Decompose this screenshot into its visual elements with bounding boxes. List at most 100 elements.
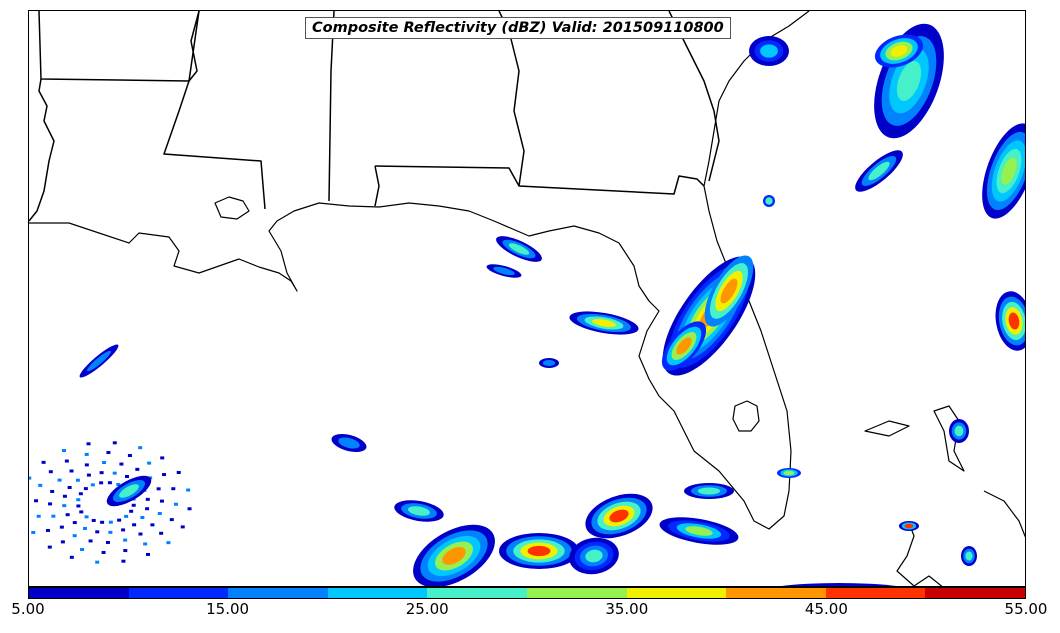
echo-cell [100, 520, 105, 524]
echo-cell [57, 478, 62, 482]
echo-cell [87, 350, 111, 372]
echo-cell [338, 437, 360, 449]
echo-cell [145, 497, 150, 501]
echo-cell [108, 520, 113, 524]
echo-cell [508, 243, 530, 255]
echo-cell [162, 473, 167, 477]
state-border-mississippi-alabama [188, 11, 200, 82]
echo-cell [685, 526, 713, 536]
colorbar-segment [228, 588, 328, 598]
echo-cell [123, 538, 128, 542]
echo-cell [36, 514, 41, 518]
echo-cell [119, 484, 139, 498]
echo-cell [47, 545, 52, 549]
echo-cell [105, 540, 110, 544]
echo-cell [84, 452, 89, 456]
colorbar-segment [327, 588, 428, 598]
echo-cell [29, 476, 32, 480]
echo-cell [72, 534, 77, 538]
echo-cell [781, 583, 897, 586]
echo-cell [69, 555, 74, 559]
echo-cell [107, 481, 112, 485]
echo-cell [84, 515, 89, 519]
echo-cell [135, 467, 140, 471]
lake-okeechobee [732, 400, 760, 432]
echo-cell [99, 471, 104, 475]
echo-cell [86, 473, 91, 477]
echo-cell [127, 454, 132, 458]
colorbar-segment [925, 588, 1025, 598]
echo-cell [102, 461, 107, 465]
echo-cell [408, 506, 430, 516]
echo-cell [176, 471, 181, 474]
echo-cell [99, 481, 104, 485]
echo-cell [186, 488, 191, 492]
echo-cell [91, 518, 96, 522]
echo-cell [159, 499, 164, 503]
island-south-east [983, 490, 1025, 538]
echo-cell [138, 446, 143, 450]
echo-cell [143, 542, 148, 546]
echo-cell [138, 532, 143, 536]
echo-cell [31, 531, 36, 534]
echo-cell [131, 503, 136, 507]
colorbar-segment [29, 588, 129, 598]
colorbar-tick-label: 35.00 [605, 600, 649, 618]
echo-cell [72, 521, 77, 525]
echo-cell [585, 549, 603, 563]
echo-cell [965, 551, 973, 561]
colorbar-tick-label: 55.00 [1004, 600, 1048, 618]
echo-cell [765, 197, 773, 205]
state-border-alabama-florida [374, 165, 380, 207]
echo-cell [62, 504, 67, 508]
echo-cell [80, 547, 85, 551]
echo-cell [156, 487, 161, 491]
echo-cell [112, 441, 117, 445]
state-border-louisiana-mississippi [163, 80, 266, 210]
echo-cell [187, 507, 192, 511]
echo-cell [609, 509, 629, 523]
echo-cell [95, 560, 100, 564]
echo-cell [173, 502, 178, 506]
echo-cell [119, 462, 124, 466]
echo-cell [868, 161, 890, 181]
echo-cell [76, 498, 81, 502]
radar-echoes [29, 23, 1025, 586]
echo-cell [59, 525, 64, 529]
echo-cell [45, 528, 50, 532]
echo-cell [123, 549, 128, 553]
state-border-georgia-southcarolina-2 [668, 11, 720, 182]
colorbar-segment [427, 588, 527, 598]
echo-cell [591, 318, 617, 328]
echo-cell [64, 459, 69, 463]
echo-cell [147, 461, 152, 465]
echo-cell [117, 518, 122, 522]
state-border-mississippi-river [29, 78, 55, 222]
echo-cell [76, 504, 81, 508]
echo-cell [112, 471, 117, 475]
echo-cell [67, 486, 72, 489]
echo-cell [1001, 157, 1017, 185]
state-border-florida-georgia [374, 165, 705, 195]
echo-cell [41, 460, 46, 464]
colorbar-segment [825, 588, 926, 598]
echo-cell [95, 530, 100, 534]
echo-cell [527, 545, 551, 557]
colorbar-tick-label: 15.00 [206, 600, 250, 618]
echo-cell [890, 45, 908, 57]
echo-cell [79, 510, 84, 514]
colorbar-segment [626, 588, 727, 598]
echo-cell [1008, 312, 1020, 330]
colorbar-segment [526, 588, 627, 598]
colorbar-segment [128, 588, 229, 598]
echo-cell [124, 514, 129, 518]
echo-cell [493, 266, 515, 276]
coastline-gulf [29, 11, 810, 530]
echo-cell [51, 514, 56, 518]
map-panel: Composite Reflectivity (dBZ) Valid: 2015… [28, 10, 1026, 587]
colorbar-tick-label: 45.00 [804, 600, 848, 618]
colorbar-tick-label: 25.00 [405, 600, 449, 618]
map-title: Composite Reflectivity (dBZ) Valid: 2015… [305, 17, 731, 39]
colorbar-tick-label: 5.00 [11, 600, 45, 618]
colorbar [28, 587, 1026, 599]
